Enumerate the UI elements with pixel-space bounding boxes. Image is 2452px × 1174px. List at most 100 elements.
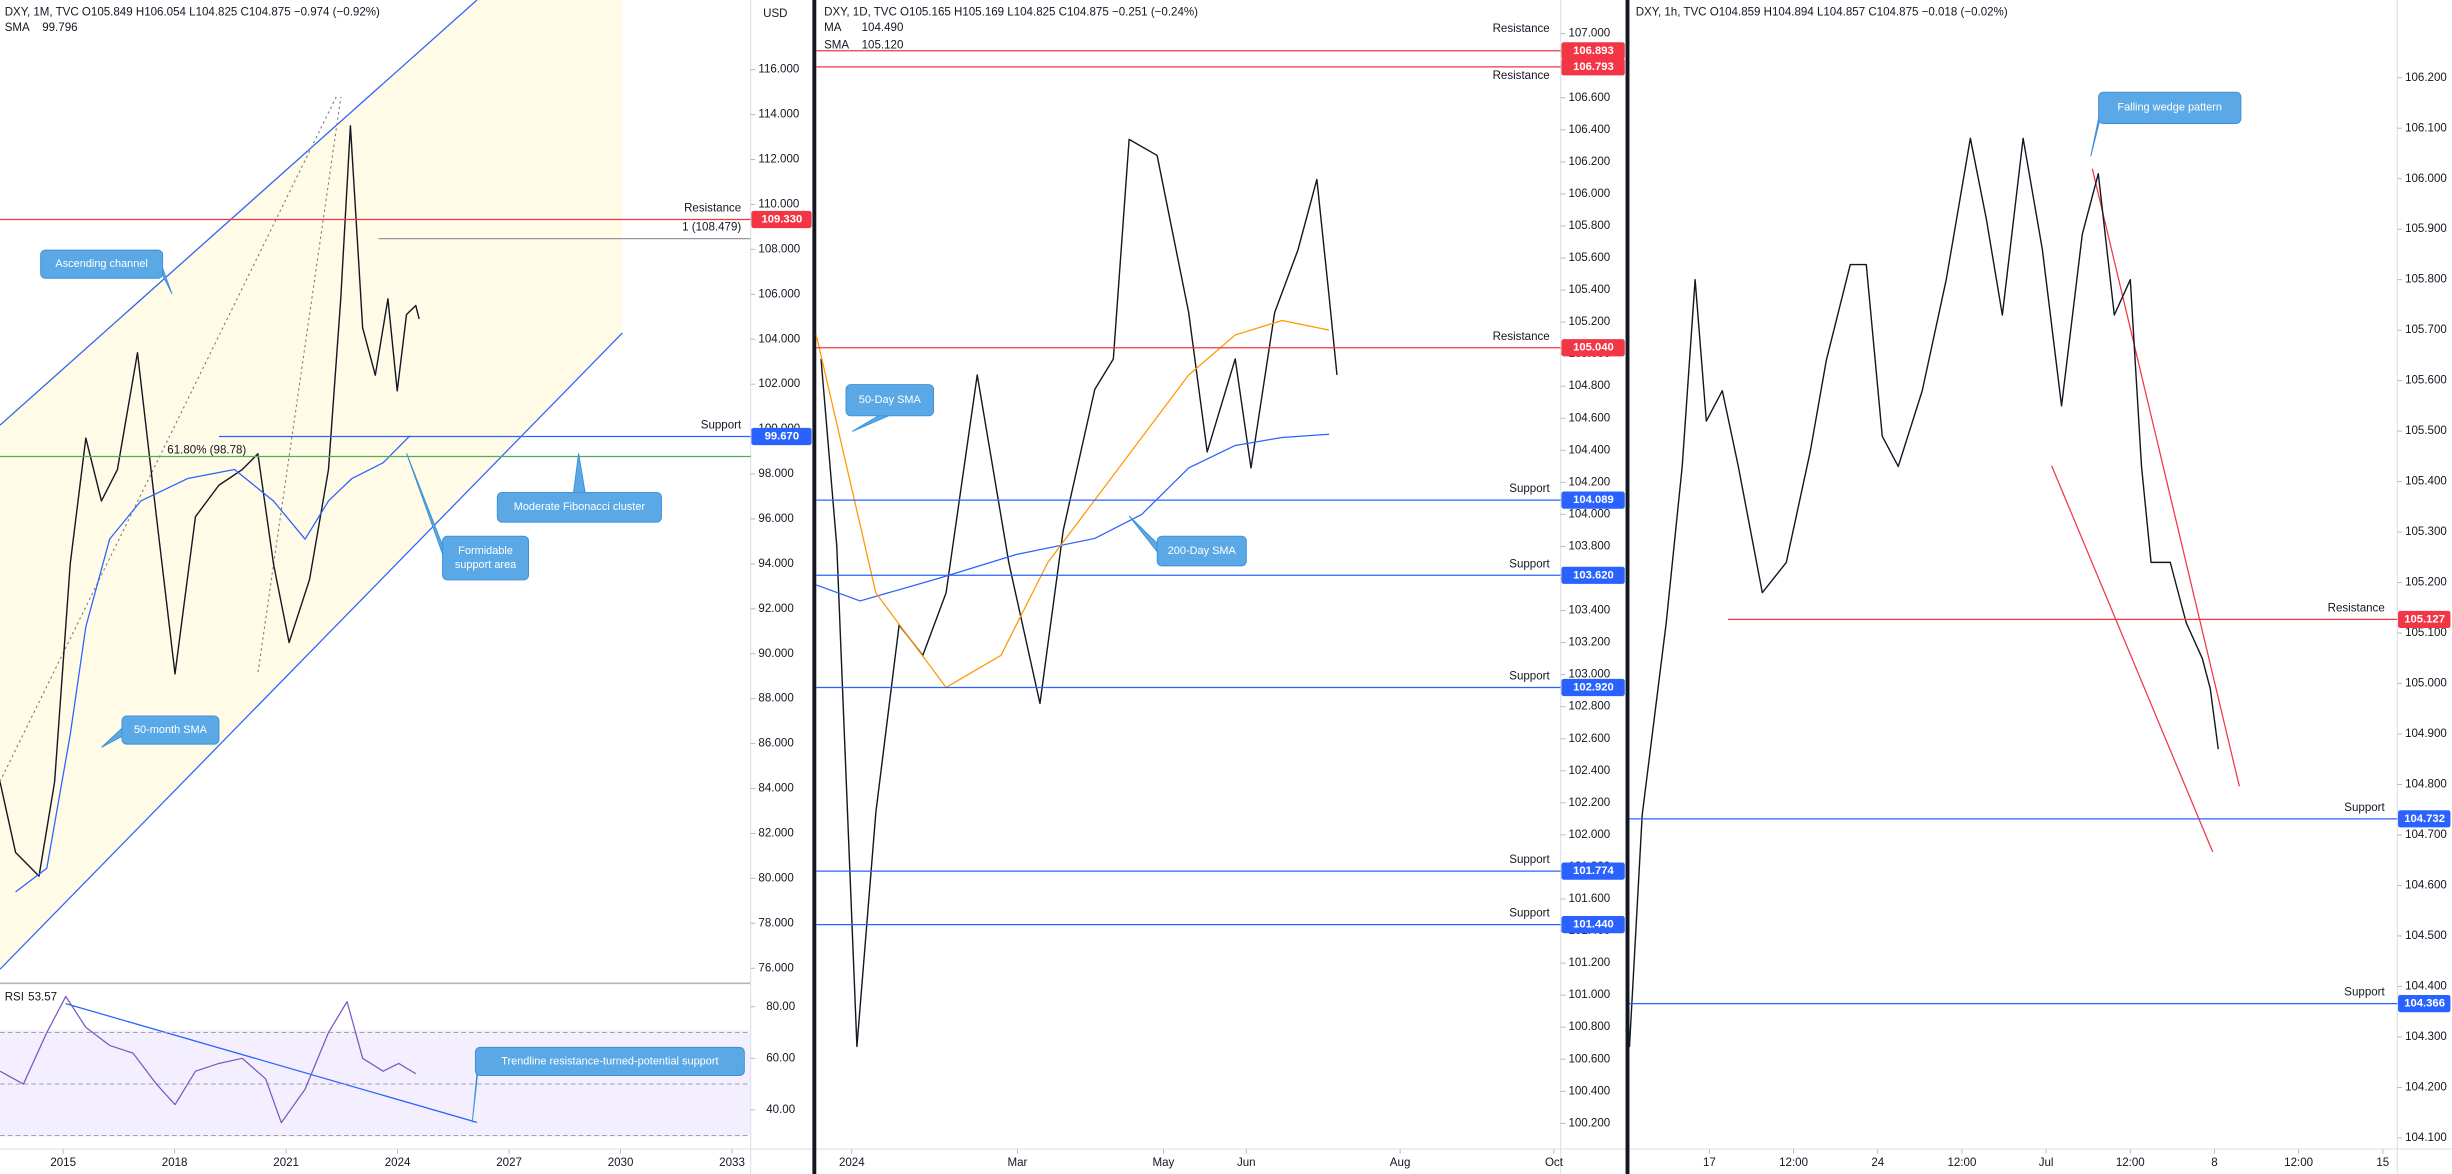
level-name: Resistance bbox=[2328, 603, 2385, 615]
price-tag bbox=[2398, 610, 2451, 629]
legend-name: SMA bbox=[824, 39, 849, 51]
y-tick-label: 105.000 bbox=[2405, 678, 2447, 690]
y-tick-label: 107.000 bbox=[1568, 28, 1610, 40]
y-tick-label: 104.400 bbox=[1568, 444, 1610, 456]
x-tick-label: 2027 bbox=[496, 1157, 522, 1169]
y-tick-label: 102.600 bbox=[1568, 733, 1610, 745]
level-name: Resistance bbox=[684, 203, 741, 215]
x-tick-label: Aug bbox=[1390, 1157, 1411, 1169]
y-tick-label: 90.000 bbox=[758, 648, 793, 660]
y-tick-label: 106.400 bbox=[1568, 124, 1610, 136]
y-tick-label: 105.800 bbox=[2405, 274, 2447, 286]
level-name: Resistance bbox=[1493, 331, 1550, 343]
price-line bbox=[0, 125, 420, 877]
header: DXY, 1h, TVC O104.859 H104.894 L104.857 … bbox=[1636, 7, 2008, 19]
legend-value: 104.490 bbox=[862, 22, 904, 34]
x-tick-label: Jun bbox=[1237, 1157, 1256, 1169]
y-tick-label: 101.000 bbox=[1568, 989, 1610, 1001]
legend-value: 99.796 bbox=[42, 22, 77, 34]
y-tick-label: 104.000 bbox=[1568, 508, 1610, 520]
price-tag-label: 106.793 bbox=[1573, 61, 1614, 73]
y-tick-label: 104.800 bbox=[1568, 380, 1610, 392]
y-tick-label: 40.00 bbox=[766, 1104, 795, 1116]
x-tick-label: Jul bbox=[2039, 1157, 2054, 1169]
y-tick-label: 112.000 bbox=[758, 154, 799, 166]
y-tick-label: 106.200 bbox=[1568, 156, 1610, 168]
y-tick-label: 104.000 bbox=[758, 333, 800, 345]
price-tag bbox=[2398, 810, 2451, 828]
y-tick-label: 104.400 bbox=[2405, 980, 2447, 992]
y-tick-label: 104.200 bbox=[1568, 476, 1610, 488]
y-tick-label: 116.000 bbox=[758, 64, 799, 76]
x-tick-label: 2024 bbox=[385, 1157, 411, 1169]
price-tag bbox=[751, 427, 812, 446]
y-tick-label: 105.700 bbox=[2405, 324, 2447, 336]
y-tick-label: 104.800 bbox=[2405, 779, 2447, 791]
y-tick-label: 82.000 bbox=[758, 827, 793, 839]
y-tick-label: 80.00 bbox=[766, 1001, 795, 1013]
callout-text: Moderate Fibonacci cluster bbox=[514, 501, 646, 513]
rsi-name: RSI bbox=[5, 991, 24, 1003]
y-tick-label: 104.900 bbox=[2405, 728, 2447, 740]
price-tag-label: 104.089 bbox=[1573, 494, 1614, 506]
y-tick-label: 105.900 bbox=[2405, 223, 2447, 235]
y-tick-label: 103.400 bbox=[1568, 605, 1610, 617]
y-tick-label: 105.200 bbox=[1568, 316, 1610, 328]
y-tick-label: 100.400 bbox=[1568, 1085, 1610, 1097]
callout-text: Formidable bbox=[458, 545, 513, 557]
price-tag-label: 106.893 bbox=[1573, 45, 1614, 57]
x-tick-label: 15 bbox=[2376, 1157, 2389, 1169]
y-tick-label: 108.000 bbox=[758, 243, 800, 255]
y-tick-label: 84.000 bbox=[758, 783, 793, 795]
x-tick-label: 12:00 bbox=[2284, 1157, 2313, 1169]
y-tick-label: 78.000 bbox=[758, 917, 793, 929]
callout-box bbox=[40, 249, 164, 279]
price-tag bbox=[1561, 678, 1625, 697]
y-tick-label: 105.400 bbox=[2405, 476, 2447, 488]
y-tick-label: 110.000 bbox=[758, 198, 799, 210]
x-tick-label: Mar bbox=[1008, 1157, 1028, 1169]
y-tick-label: 104.100 bbox=[2405, 1132, 2447, 1144]
y-tick-label: 106.200 bbox=[2405, 72, 2447, 84]
price-tag-label: 99.670 bbox=[765, 430, 799, 442]
price-tag bbox=[1561, 58, 1625, 76]
price-tag bbox=[1561, 491, 1625, 509]
level-name: Support bbox=[701, 420, 742, 432]
y-tick-label: 102.000 bbox=[758, 378, 800, 390]
callout-box bbox=[121, 715, 220, 745]
x-tick-label: 2033 bbox=[719, 1157, 745, 1169]
y-tick-label: 105.800 bbox=[1568, 220, 1610, 232]
currency: USD bbox=[763, 8, 787, 20]
price-tag-label: 105.040 bbox=[1573, 342, 1614, 354]
level-name: Support bbox=[1509, 558, 1550, 570]
x-tick-label: 2021 bbox=[273, 1157, 299, 1169]
x-tick-label: 2015 bbox=[50, 1157, 76, 1169]
y-tick-label: 100.800 bbox=[1568, 1021, 1610, 1033]
y-tick-label: 94.000 bbox=[758, 558, 793, 570]
y-tick-label: 96.000 bbox=[758, 513, 793, 525]
x-tick-label: 24 bbox=[1871, 1157, 1884, 1169]
channel-line bbox=[0, 0, 478, 426]
level-name: Support bbox=[2344, 987, 2385, 999]
y-tick-label: 101.200 bbox=[1568, 957, 1610, 969]
x-tick-label: 12:00 bbox=[2116, 1157, 2145, 1169]
y-tick-label: 101.600 bbox=[1568, 893, 1610, 905]
level-name: Support bbox=[1509, 671, 1550, 683]
y-tick-label: 103.000 bbox=[1568, 669, 1610, 681]
y-tick-label: 100.200 bbox=[1568, 1117, 1610, 1129]
price-tag-label: 104.366 bbox=[2404, 998, 2445, 1010]
level-name: Support bbox=[1509, 854, 1550, 866]
price-line bbox=[820, 138, 1338, 1048]
y-tick-label: 103.200 bbox=[1568, 637, 1610, 649]
price-tag bbox=[2398, 994, 2451, 1013]
y-tick-label: 103.800 bbox=[1568, 540, 1610, 552]
price-tag bbox=[1561, 566, 1625, 584]
fib-trend bbox=[257, 96, 342, 673]
level-name: Resistance bbox=[1493, 23, 1550, 35]
callout-box bbox=[1156, 535, 1247, 567]
level-name: Support bbox=[1509, 483, 1550, 495]
wedge-line bbox=[2051, 465, 2214, 853]
level-name: 61.80% (98.78) bbox=[167, 444, 246, 456]
x-tick-label: 12:00 bbox=[1947, 1157, 1976, 1169]
